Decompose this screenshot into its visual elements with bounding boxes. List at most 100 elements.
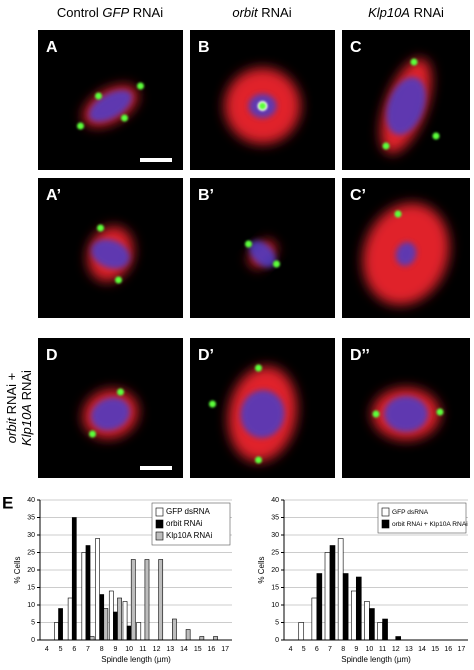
bar bbox=[126, 625, 132, 641]
bar bbox=[89, 636, 95, 641]
bar bbox=[185, 629, 191, 641]
panel-label: A’ bbox=[46, 187, 61, 204]
x-tick-label: 9 bbox=[354, 646, 358, 653]
bar bbox=[364, 601, 370, 641]
chromosomes bbox=[249, 240, 276, 268]
column-header: Control GFP RNAi bbox=[57, 5, 163, 20]
x-tick-label: 7 bbox=[86, 646, 90, 653]
x-tick-label: 14 bbox=[418, 646, 426, 653]
centrosome bbox=[89, 430, 96, 438]
text-part: RNAi + bbox=[4, 373, 19, 418]
centrosome bbox=[77, 122, 84, 130]
bar bbox=[337, 538, 344, 641]
y-axis-label: % Cells bbox=[13, 556, 22, 583]
x-tick-label: 13 bbox=[166, 646, 174, 653]
y-tick-label: 20 bbox=[271, 567, 279, 574]
y-tick-label: 35 bbox=[27, 514, 35, 521]
legend-swatch bbox=[155, 531, 164, 541]
bar bbox=[199, 636, 205, 641]
bar bbox=[103, 608, 109, 641]
legend-swatch bbox=[381, 519, 390, 529]
text-part: Klp10A bbox=[368, 5, 410, 20]
bar bbox=[108, 590, 114, 641]
centrosome bbox=[255, 456, 262, 464]
x-tick-label: 10 bbox=[366, 646, 374, 653]
centrosome bbox=[372, 410, 380, 418]
x-tick-label: 13 bbox=[405, 646, 413, 653]
x-tick-label: 16 bbox=[208, 646, 216, 653]
centrosome bbox=[115, 276, 122, 284]
x-tick-label: 7 bbox=[328, 646, 332, 653]
y-tick-label: 5 bbox=[275, 619, 279, 626]
y-axis-label: % Cells bbox=[257, 556, 266, 583]
bar bbox=[298, 622, 305, 641]
bar bbox=[342, 573, 349, 641]
micrograph: B’ bbox=[190, 178, 335, 318]
panel-label: A bbox=[46, 39, 58, 56]
row-label-line: Klp10A RNAi bbox=[19, 370, 34, 446]
panel-label: D bbox=[46, 347, 58, 364]
chromosomes bbox=[240, 390, 285, 438]
centrosome bbox=[432, 132, 440, 140]
centrosome bbox=[273, 260, 280, 268]
text-part: GFP bbox=[102, 5, 129, 20]
figure-label: E bbox=[2, 493, 13, 512]
x-tick-label: 11 bbox=[139, 646, 146, 653]
chromosomes bbox=[384, 396, 428, 432]
legend-label: GFP dsRNA bbox=[392, 509, 429, 516]
bar bbox=[95, 538, 100, 641]
panel-label: B bbox=[198, 39, 210, 56]
bar bbox=[395, 636, 402, 641]
text-part: RNAi bbox=[258, 5, 292, 20]
bar bbox=[350, 590, 357, 641]
bar bbox=[377, 622, 383, 641]
bar bbox=[113, 611, 118, 641]
centrosome bbox=[97, 224, 104, 232]
panel-label: C bbox=[350, 39, 362, 56]
x-tick-label: 12 bbox=[392, 646, 400, 653]
centrosome bbox=[394, 210, 402, 218]
legend-box bbox=[151, 502, 231, 546]
y-tick-label: 40 bbox=[271, 497, 279, 504]
bar bbox=[369, 608, 375, 641]
y-tick-label: 5 bbox=[31, 619, 35, 626]
legend-swatch bbox=[155, 507, 164, 517]
x-axis-label: Spindle length (µm) bbox=[341, 655, 411, 664]
bar bbox=[311, 597, 318, 641]
text-part: RNAi bbox=[410, 5, 444, 20]
text-part: Klp10A bbox=[19, 404, 34, 446]
text-part: RNAi bbox=[129, 5, 163, 20]
x-tick-label: 11 bbox=[379, 646, 386, 653]
bar bbox=[130, 559, 136, 641]
chromosomes bbox=[395, 242, 417, 266]
column-header: orbit RNAi bbox=[232, 5, 291, 20]
x-tick-label: 6 bbox=[315, 646, 319, 653]
x-tick-label: 5 bbox=[59, 646, 63, 653]
bar bbox=[81, 552, 87, 641]
centrosome bbox=[410, 58, 418, 66]
panel-label: D’ bbox=[198, 347, 214, 364]
bar bbox=[99, 594, 105, 641]
y-tick-label: 25 bbox=[271, 549, 279, 556]
y-tick-label: 25 bbox=[27, 549, 35, 556]
legend-box bbox=[377, 502, 467, 534]
y-tick-label: 0 bbox=[275, 637, 279, 644]
bar bbox=[67, 597, 73, 641]
micrograph: C bbox=[342, 30, 470, 170]
x-tick-label: 8 bbox=[100, 646, 104, 653]
row-label: orbit RNAi +Klp10A RNAi bbox=[4, 370, 34, 446]
y-tick-label: 30 bbox=[27, 532, 35, 539]
x-tick-label: 16 bbox=[444, 646, 452, 653]
bar bbox=[85, 545, 91, 641]
x-tick-label: 4 bbox=[289, 646, 293, 653]
chromosomes bbox=[91, 239, 130, 269]
centrosome bbox=[95, 92, 102, 100]
y-tick-label: 30 bbox=[271, 532, 279, 539]
centrosome bbox=[259, 102, 266, 110]
x-tick-label: 9 bbox=[113, 646, 117, 653]
bar bbox=[122, 601, 128, 641]
centrosome bbox=[137, 82, 144, 90]
centrosome bbox=[245, 240, 252, 248]
bar bbox=[172, 618, 177, 641]
legend-swatch bbox=[155, 519, 164, 529]
